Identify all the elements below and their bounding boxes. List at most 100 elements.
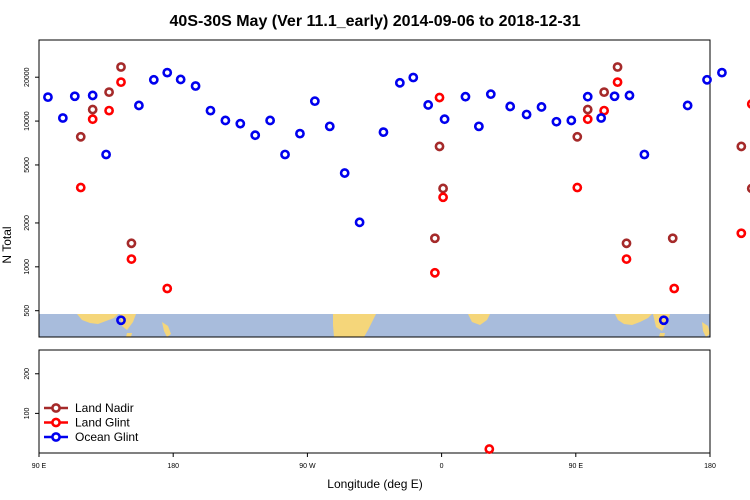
land-nadir-point [434,141,445,152]
land-tasmania [659,333,665,337]
ocean-glint-point [43,92,53,103]
ocean-glint-point [57,113,68,123]
x-tick-label: 90 E [32,463,47,470]
ocean-glint-point [309,96,320,107]
land-south-africa [468,314,490,325]
land-glint-point [75,182,86,193]
land-nadir-point [621,238,632,249]
ocean-glint-point [609,91,620,102]
land-new-zealand [162,322,171,337]
land-glint-point [429,267,440,278]
ocean-glint-point [235,118,246,129]
ocean-glint-point [702,74,712,85]
ocean-glint-point [624,90,635,101]
ocean-glint-point [682,100,693,111]
land-nadir-point [87,104,98,115]
x-axis: 90 E 180 90 W 0 90 E 180 [32,453,716,470]
bottom-y-axis: 100 200 [24,368,39,419]
land-glint-point [104,105,114,116]
ocean-glint-point [87,90,98,101]
x-tick-label: 0 [440,463,444,470]
ocean-glint-point [250,130,261,141]
ocean-glint-point [658,315,669,326]
ocean-glint-point [423,100,434,110]
y-axis-label: N Total [0,226,14,263]
land-new-zealand [702,322,710,337]
ocean-glint-point [582,91,593,102]
ocean-glint-point [473,121,484,132]
land-glint-point [116,77,126,88]
ocean-glint-point [521,109,532,120]
land-glint-point [572,182,583,193]
legend-label: Land Nadir [75,401,134,415]
ocean-glint-point [536,102,547,112]
land-nadir-point [104,87,114,98]
ocean-glint-point [485,89,496,100]
land-south-america [333,314,376,337]
y-tick-label: 2000 [24,215,31,231]
land-glint-point [126,254,137,264]
ocean-glint-point [408,72,419,83]
land-nadir-point [667,233,678,244]
land-nadir-point [612,62,623,72]
land-glint-point [162,283,173,294]
land-nadir-point [572,131,583,142]
top-plot-frame [38,39,711,338]
land-glint-point [621,254,632,264]
ocean-glint-point [134,100,144,111]
ocean-glint-point [324,121,335,132]
y-tick-label: 100 [24,407,31,419]
ocean-glint-point [265,115,276,126]
chart-title: 40S-30S May (Ver 11.1_early) 2014-09-06 … [170,13,581,30]
ocean-glint-point [148,74,159,85]
legend-marker [51,432,61,442]
land-glint-point [484,444,495,454]
top-y-axis: 500 1000 2000 5000 10000 20000 [24,67,39,317]
land-nadir-point [126,238,137,249]
legend-marker [51,417,61,428]
x-tick-label: 180 [704,463,716,470]
ocean-glint-point [205,105,216,116]
ocean-glint-point [295,128,305,139]
land-glint-point [669,283,680,294]
x-tick-label: 90 E [569,463,584,470]
land-glint-point [582,114,593,125]
land-nadir-point [116,62,126,72]
legend-label: Land Glint [75,416,130,430]
ocean-glint-point [175,74,186,85]
ocean-glint-point [354,217,365,228]
land-glint-point [612,77,623,88]
bottom-plot-frame [38,349,711,454]
ocean-glint-point [505,101,516,112]
land-nadir-point [429,233,440,244]
ocean-glint-point [220,115,231,126]
ocean-glint-point [551,116,562,127]
ocean-glint-point [717,67,727,78]
y-tick-label: 1000 [24,259,31,275]
ocean-glint-point [596,113,607,123]
land-tasmania [126,333,132,337]
ocean-background [39,314,710,337]
y-tick-label: 200 [24,368,31,380]
land-glint-point [87,114,98,125]
land-glint-point [736,228,747,239]
data-points [43,62,750,454]
ocean-glint-point [394,77,405,88]
land-glint-point [434,92,445,103]
ocean-glint-point [378,127,389,138]
x-tick-label: 90 W [299,463,316,470]
legend-label: Ocean Glint [75,430,139,444]
legend-marker [51,403,61,413]
ocean-glint-point [162,67,173,78]
land-australia [615,314,652,325]
y-tick-label: 10000 [24,111,31,131]
land-australia [77,314,118,324]
land-nadir-point [75,131,86,142]
ocean-glint-point [339,168,350,178]
y-tick-label: 5000 [24,157,31,173]
land-nadir-point [599,87,610,98]
land-nadir-point [438,183,448,194]
land-nadir-point [736,141,747,152]
ocean-glint-point [69,91,80,102]
